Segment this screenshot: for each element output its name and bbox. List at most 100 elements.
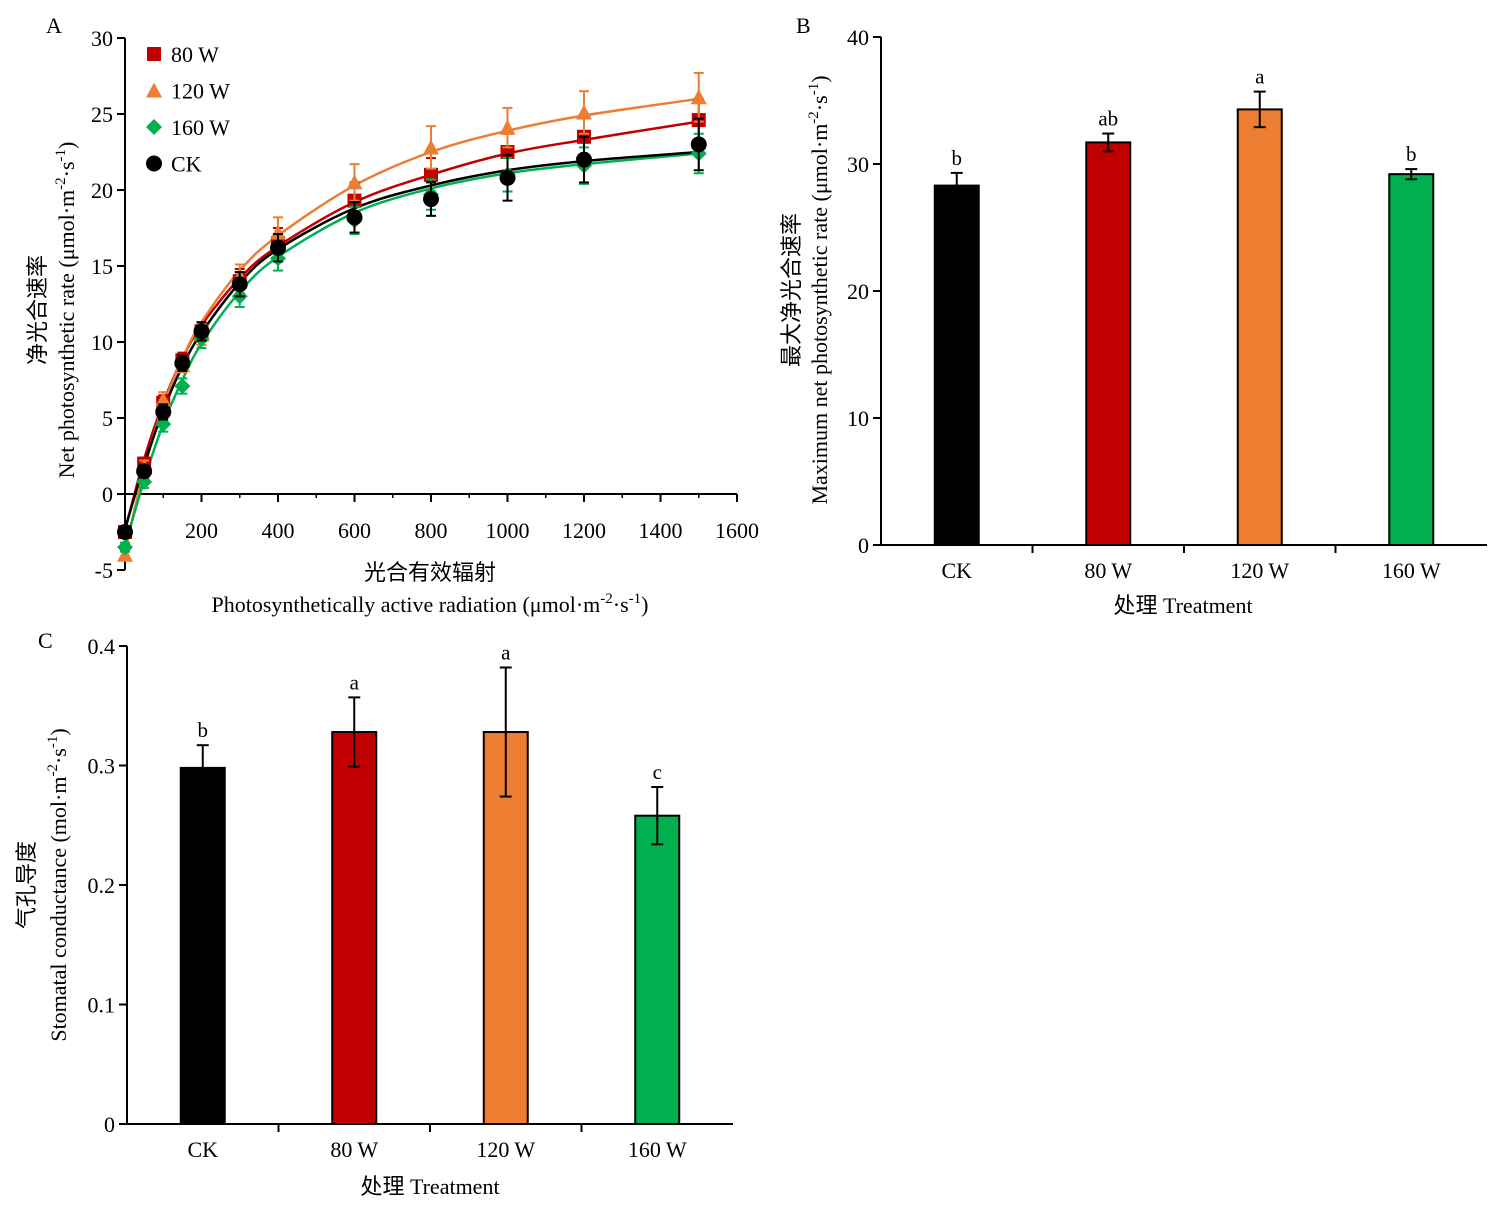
panel-c-y-tick-label: 0.1 xyxy=(88,993,116,1018)
point-120w xyxy=(423,139,439,155)
panel-c-y-tick-label: 0.3 xyxy=(88,754,116,779)
panel-c-significance-120w: a xyxy=(501,641,511,665)
panel-a-y-tick-label: 15 xyxy=(91,254,113,279)
legend-marker-ck xyxy=(146,155,162,172)
panel-b-significance-160w: b xyxy=(1406,142,1417,166)
legend-label-ck: CK xyxy=(171,152,202,177)
panel-c-x-label: 处理 Treatment xyxy=(360,1174,499,1199)
panel-a-y-tick-label: -5 xyxy=(95,558,113,583)
panel-a-y-label-en-group: Net photosynthetic rate (μmol·m-2·s-1) xyxy=(53,142,79,479)
point-80w xyxy=(424,167,438,182)
panel-c-significance-160w: c xyxy=(653,760,662,784)
panel-b-category-label-160w: 160 W xyxy=(1382,558,1441,583)
panel-b-bars: b CK ab 80 W a 120 W b 160 W xyxy=(933,65,1441,583)
panel-a-legend: 80 W 120 W 160 W CK xyxy=(146,42,230,177)
panel-c-y-label-cn: 气孔导度 xyxy=(14,841,39,929)
panel-a-axes: -5 0 5 10 15 20 25 30 200 400 600 800 1000 1200 1400 16… xyxy=(91,26,759,583)
panel-c-significance-80w: a xyxy=(350,670,360,694)
panel-c-significance-ck: b xyxy=(198,718,209,742)
legend-marker-80w xyxy=(147,47,161,61)
panel-c-bars: b CK a 80 W a 120 W c 160 W xyxy=(179,641,687,1162)
panel-a-x-label-en: Photosynthetically active radiation (μmo… xyxy=(212,591,649,617)
panel-a-y-tick-label: 10 xyxy=(91,330,113,355)
panel-a-x-tick-label: 1000 xyxy=(486,518,530,543)
panel-a-label: A xyxy=(46,13,62,38)
point-ck xyxy=(136,463,153,480)
panel-a-x-tick-label: 400 xyxy=(262,518,295,543)
point-ck xyxy=(690,136,707,153)
point-ck xyxy=(155,403,172,420)
panel-a-data-points xyxy=(117,71,707,562)
panel-c-y-tick-label: 0.4 xyxy=(88,634,116,659)
panel-b-y-tick-label: 40 xyxy=(847,25,869,50)
panel-a-x-label-cn: 光合有效辐射 xyxy=(364,560,496,585)
panel-a-x-tick-label: 1200 xyxy=(562,518,606,543)
legend-label-120w: 120 W xyxy=(171,79,230,104)
panel-b-y-label-en-group: Maximum net photosynthetic rate (μmol·m-… xyxy=(806,75,832,504)
legend-marker-120w xyxy=(146,82,162,98)
panel-a-y-tick-label: 20 xyxy=(91,178,113,203)
panel-b-significance-120w: a xyxy=(1255,65,1265,89)
panel-c-category-label-ck: CK xyxy=(187,1137,218,1162)
legend-label-160w: 160 W xyxy=(171,115,230,140)
point-120w xyxy=(690,89,707,105)
point-ck xyxy=(423,191,439,208)
panel-c-category-label-120w: 120 W xyxy=(476,1137,535,1162)
point-160w xyxy=(117,539,133,556)
panel-a-x-tick-label: 1600 xyxy=(715,518,759,543)
panel-b-y-label-cn-group: 最大净光合速率 xyxy=(779,213,804,367)
panel-b-bar-80w xyxy=(1085,141,1132,546)
panel-c-y-label-en-group: Stomatal conductance (mol·m-2·s-1) xyxy=(45,728,71,1041)
panel-b-x-label: 处理 Treatment xyxy=(1113,593,1252,618)
panel-a-line-chart: A -5 0 5 10 15 20 25 30 200 400 600 800 1000 1200 1400… xyxy=(25,13,759,617)
point-160w xyxy=(174,378,191,395)
panel-c-bar-chart: C 0 0.1 0.2 0.3 0.4 b CK a 80 W a 120 W c 160 W 处理 … xyxy=(14,628,733,1199)
point-ck xyxy=(346,209,363,226)
panel-a-x-tick-label: 200 xyxy=(185,518,218,543)
panel-b-y-tick-label: 10 xyxy=(847,406,869,431)
panel-c-y-label-cn-group: 气孔导度 xyxy=(14,841,39,929)
panel-c-bar-80w xyxy=(331,731,378,1125)
panel-a-y-tick-label: 30 xyxy=(91,26,113,51)
panel-c-y-label-en: Stomatal conductance (mol·m-2·s-1) xyxy=(45,728,71,1041)
point-120w xyxy=(155,391,172,407)
point-ck xyxy=(231,276,248,293)
panel-c-y-tick-label: 0 xyxy=(104,1112,115,1137)
panel-c-y-tick-label: 0.2 xyxy=(88,873,116,898)
panel-b-category-label-ck: CK xyxy=(941,558,972,583)
panel-a-x-tick-label: 600 xyxy=(338,518,371,543)
point-120w xyxy=(576,104,592,120)
panel-b-bar-120w xyxy=(1236,108,1283,546)
panel-b-axes: 0 10 20 30 40 xyxy=(847,25,1487,558)
panel-b-category-label-80w: 80 W xyxy=(1084,558,1132,583)
panel-a-y-label-cn: 净光合速率 xyxy=(25,255,50,365)
point-ck xyxy=(576,151,592,168)
panel-b-label: B xyxy=(796,13,811,38)
legend-marker-160w xyxy=(146,119,162,135)
panel-b-bar-ck xyxy=(933,184,980,546)
panel-a-y-tick-label: 0 xyxy=(102,482,113,507)
panel-c-category-label-160w: 160 W xyxy=(628,1137,687,1162)
panel-c-label: C xyxy=(38,628,53,653)
panel-b-y-tick-label: 0 xyxy=(858,533,869,558)
panel-c-axes: 0 0.1 0.2 0.3 0.4 xyxy=(88,634,733,1137)
point-120w xyxy=(270,224,286,240)
panel-a-y-tick-label: 25 xyxy=(91,102,113,127)
panel-b-bar-160w xyxy=(1388,173,1435,546)
panel-b-significance-80w: ab xyxy=(1098,107,1118,131)
panel-c-category-label-80w: 80 W xyxy=(330,1137,378,1162)
point-120w xyxy=(346,174,363,190)
point-ck xyxy=(270,239,286,256)
panel-c-bar-160w xyxy=(634,814,681,1125)
point-120w xyxy=(499,119,516,135)
legend-label-80w: 80 W xyxy=(171,42,219,67)
panel-b-bar-chart: B 0 10 20 30 40 b CK ab 80 W a 120 W b 160 W 处理 Tre… xyxy=(779,13,1487,618)
panel-a-y-label-en: Net photosynthetic rate (μmol·m-2·s-1) xyxy=(53,142,79,479)
panel-b-category-label-120w: 120 W xyxy=(1230,558,1289,583)
panel-b-y-label-cn: 最大净光合速率 xyxy=(779,213,804,367)
panel-a-y-label-cn-group: 净光合速率 xyxy=(25,255,50,365)
panel-c-bar-ck xyxy=(179,766,226,1125)
panel-a-y-tick-label: 5 xyxy=(102,406,113,431)
panel-b-y-tick-label: 30 xyxy=(847,152,869,177)
